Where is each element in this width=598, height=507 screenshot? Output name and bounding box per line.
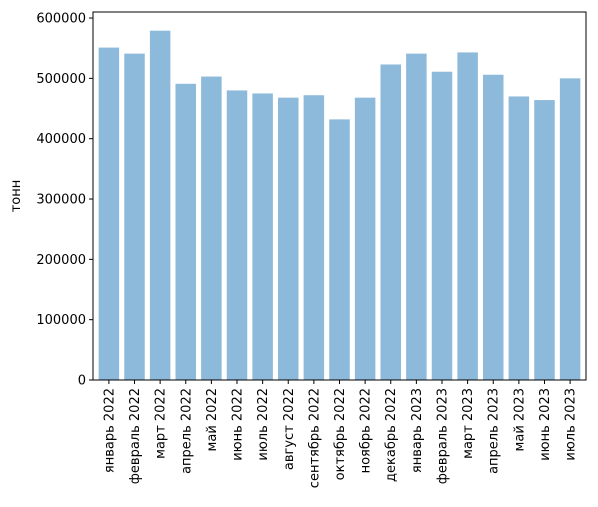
bar	[329, 119, 350, 380]
y-tick-label: 0	[78, 374, 86, 389]
x-tick-label: март 2023	[461, 388, 476, 459]
x-tick-label: сентябрь 2022	[307, 388, 322, 488]
bar	[175, 83, 197, 380]
x-tick-label: март 2022	[154, 388, 169, 459]
x-tick-label: июль 2023	[564, 388, 579, 461]
bar	[252, 93, 273, 380]
x-tick-label: октябрь 2022	[333, 388, 348, 480]
y-tick-label: 100000	[36, 313, 86, 328]
x-tick-label: февраль 2022	[128, 388, 143, 484]
bar	[98, 47, 120, 380]
bar	[431, 71, 453, 381]
y-axis: 0 100000 200000 300000 400000 500000 600000	[36, 12, 93, 389]
x-tick-label: июнь 2022	[231, 388, 246, 461]
x-tick-label: май 2022	[205, 388, 220, 451]
bar	[278, 97, 299, 380]
bar	[201, 76, 222, 381]
y-tick-label: 600000	[36, 12, 86, 27]
x-tick-label: апрель 2023	[487, 388, 502, 474]
bar	[124, 53, 145, 381]
bar	[508, 96, 530, 380]
y-tick-label: 400000	[36, 132, 86, 147]
bar	[534, 100, 555, 381]
bar	[303, 95, 325, 381]
x-tick-label: июнь 2023	[538, 388, 553, 461]
x-tick-label: август 2022	[282, 388, 297, 470]
bar	[354, 97, 376, 380]
x-tick-label: январь 2023	[410, 388, 425, 473]
x-tick-label: июль 2022	[256, 388, 271, 461]
bar	[380, 64, 401, 381]
bar	[559, 78, 581, 380]
bar	[482, 74, 504, 381]
y-axis-label: тонн	[9, 180, 24, 213]
x-tick-label: февраль 2023	[435, 388, 450, 484]
bars-group	[98, 30, 581, 381]
bar	[149, 30, 171, 381]
x-tick-label: апрель 2022	[179, 388, 194, 474]
bar	[457, 52, 478, 380]
x-tick-label: январь 2022	[102, 388, 117, 473]
x-axis: январь 2022 февраль 2022 март 2022 апрель 2…	[102, 380, 579, 488]
plot-frame	[92, 11, 587, 381]
x-tick-label: декабрь 2022	[384, 388, 399, 482]
bar	[406, 53, 427, 381]
x-tick-label: ноябрь 2022	[359, 388, 374, 473]
y-tick-label: 300000	[36, 193, 86, 208]
y-tick-label: 500000	[36, 72, 86, 87]
y-tick-label: 200000	[36, 253, 86, 268]
bar	[226, 90, 248, 380]
x-tick-label: май 2023	[512, 388, 527, 451]
